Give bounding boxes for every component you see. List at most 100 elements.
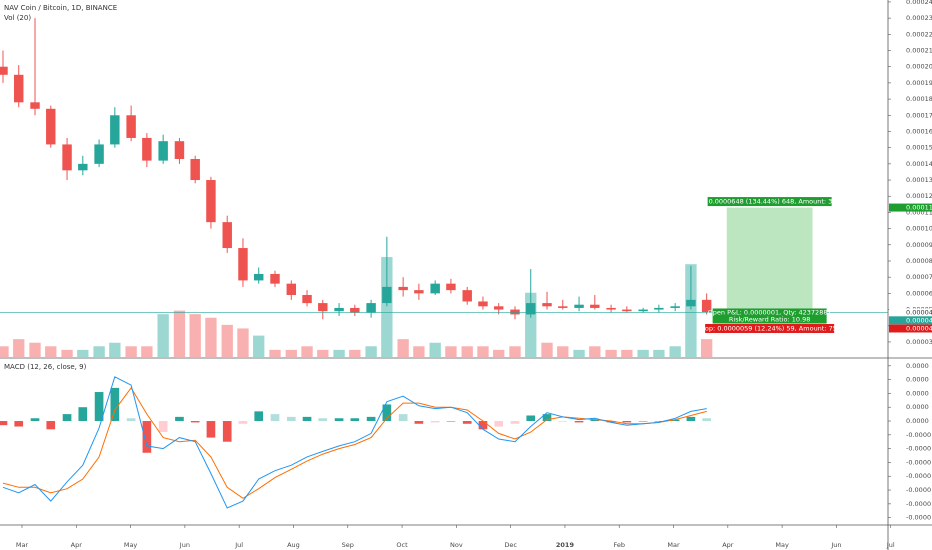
volume-bar <box>109 342 121 357</box>
volume-bar <box>29 342 41 357</box>
volume-bar <box>669 346 681 357</box>
y-tick-label: 0.0000 <box>906 376 929 384</box>
candle-body <box>638 309 648 312</box>
y-tick-label: 0.0000 <box>906 417 929 425</box>
y-tick-label: 0.0002300 <box>906 14 932 22</box>
macd-histogram-bar <box>574 421 584 423</box>
candle-body <box>574 304 584 308</box>
x-tick-label: Aug <box>287 541 300 549</box>
x-tick-label: 2019 <box>556 541 575 549</box>
volume-bar <box>413 346 425 357</box>
x-tick-label: Apr <box>71 541 83 549</box>
volume-bar <box>157 314 169 357</box>
volume-bar <box>349 349 361 357</box>
volume-bar <box>237 328 249 357</box>
volume-bar <box>381 257 393 357</box>
volume-bar <box>317 349 329 357</box>
candle-body <box>270 273 280 284</box>
candle-body <box>526 303 536 315</box>
y-tick-label: 0.0000 <box>906 389 929 397</box>
candle-body <box>142 137 152 161</box>
macd-histogram-bar <box>446 421 456 422</box>
target-price-label: 0.0001130 <box>906 204 932 212</box>
macd-histogram-bar <box>158 421 168 433</box>
volume-bar <box>541 342 553 357</box>
ratio-label: Risk/Reward Ratio: 10.98 <box>729 315 811 323</box>
macd-histogram-bar <box>190 421 200 423</box>
candle-body <box>654 307 664 310</box>
candle-body <box>206 180 216 223</box>
volume-bar <box>637 349 649 357</box>
volume-bar <box>445 346 457 357</box>
pnl-label: Open P&L: 0.0000001, Qty: 42372881 <box>708 308 832 316</box>
macd-histogram-bar <box>670 419 680 422</box>
y-tick-label: 0.0001900 <box>906 79 932 87</box>
candle-body <box>670 306 680 308</box>
chart-title: NAV Coin / Bitcoin, 1D, BINANCE <box>4 4 117 12</box>
macd-histogram-bar <box>558 421 568 422</box>
entry-price-label: 0.0000482 <box>906 308 932 316</box>
macd-title: MACD (12, 26, close, 9) <box>4 363 87 371</box>
macd-histogram-bar <box>126 418 136 422</box>
volume-title: Vol (20) <box>4 14 31 22</box>
volume-bar <box>621 349 633 357</box>
y-tick-label: 0.0001800 <box>906 95 932 103</box>
macd-histogram-bar <box>206 421 216 438</box>
volume-bar <box>13 339 25 357</box>
volume-bar <box>477 346 489 357</box>
macd-histogram-bar <box>398 414 408 422</box>
y-tick-label: -0.0000 <box>906 472 931 480</box>
stop-price-label: 0.0000423 <box>906 324 932 332</box>
volume-bar <box>285 349 297 357</box>
macd-histogram-bar <box>430 421 440 423</box>
candle-body <box>462 290 472 302</box>
candle-body <box>478 301 488 307</box>
macd-histogram-bar <box>366 416 376 422</box>
volume-bar <box>125 346 137 357</box>
macd-histogram-bar <box>494 421 504 427</box>
volume-bar <box>605 349 617 357</box>
candle-body <box>302 294 312 304</box>
volume-bar <box>301 346 313 357</box>
target-label-box <box>707 197 832 207</box>
candle-body <box>318 303 328 312</box>
candle-body <box>493 306 504 310</box>
x-tick-label: Apr <box>722 541 734 549</box>
candle-body <box>190 158 200 181</box>
y-tick-label: 0.0000 <box>906 362 929 370</box>
y-tick-label: 0.0000900 <box>906 241 932 249</box>
candle-body <box>14 74 24 103</box>
volume-bar <box>509 346 521 357</box>
volume-bar <box>61 349 73 357</box>
y-tick-label: 0.0001300 <box>906 176 932 184</box>
entry-price-label-box <box>889 308 932 317</box>
volume-bar <box>365 346 377 357</box>
y-tick-label: 0.0001400 <box>906 160 932 168</box>
macd-histogram-bar <box>46 421 56 430</box>
macd-histogram-bar <box>286 416 296 422</box>
candle-body <box>174 141 185 159</box>
candle-body <box>126 115 136 138</box>
x-tick-label: Dec <box>504 541 517 549</box>
macd-histogram-bar <box>462 421 472 424</box>
volume-bar <box>685 264 697 357</box>
target-price-label-box <box>889 203 932 212</box>
candle-body <box>253 273 264 281</box>
macd-histogram-bar <box>478 421 488 430</box>
x-tick-label: May <box>775 541 789 549</box>
macd-histogram-bar <box>62 414 72 422</box>
y-tick-label: -0.0000 <box>906 431 931 439</box>
macd-histogram-bar <box>334 418 344 422</box>
candle-body <box>94 144 104 164</box>
volume-bar <box>205 317 217 357</box>
macd-histogram-bar <box>110 387 120 422</box>
volume-bar <box>573 349 585 357</box>
volume-bar <box>333 349 345 357</box>
x-tick-label: Sep <box>342 541 354 549</box>
macd-histogram-bar <box>318 418 328 422</box>
x-tick-label: Mar <box>16 541 29 549</box>
volume-bar <box>77 349 89 357</box>
last-price-label-box <box>889 316 932 325</box>
y-tick-label: 0.0001700 <box>906 111 932 119</box>
macd-histogram-bar <box>526 415 536 422</box>
